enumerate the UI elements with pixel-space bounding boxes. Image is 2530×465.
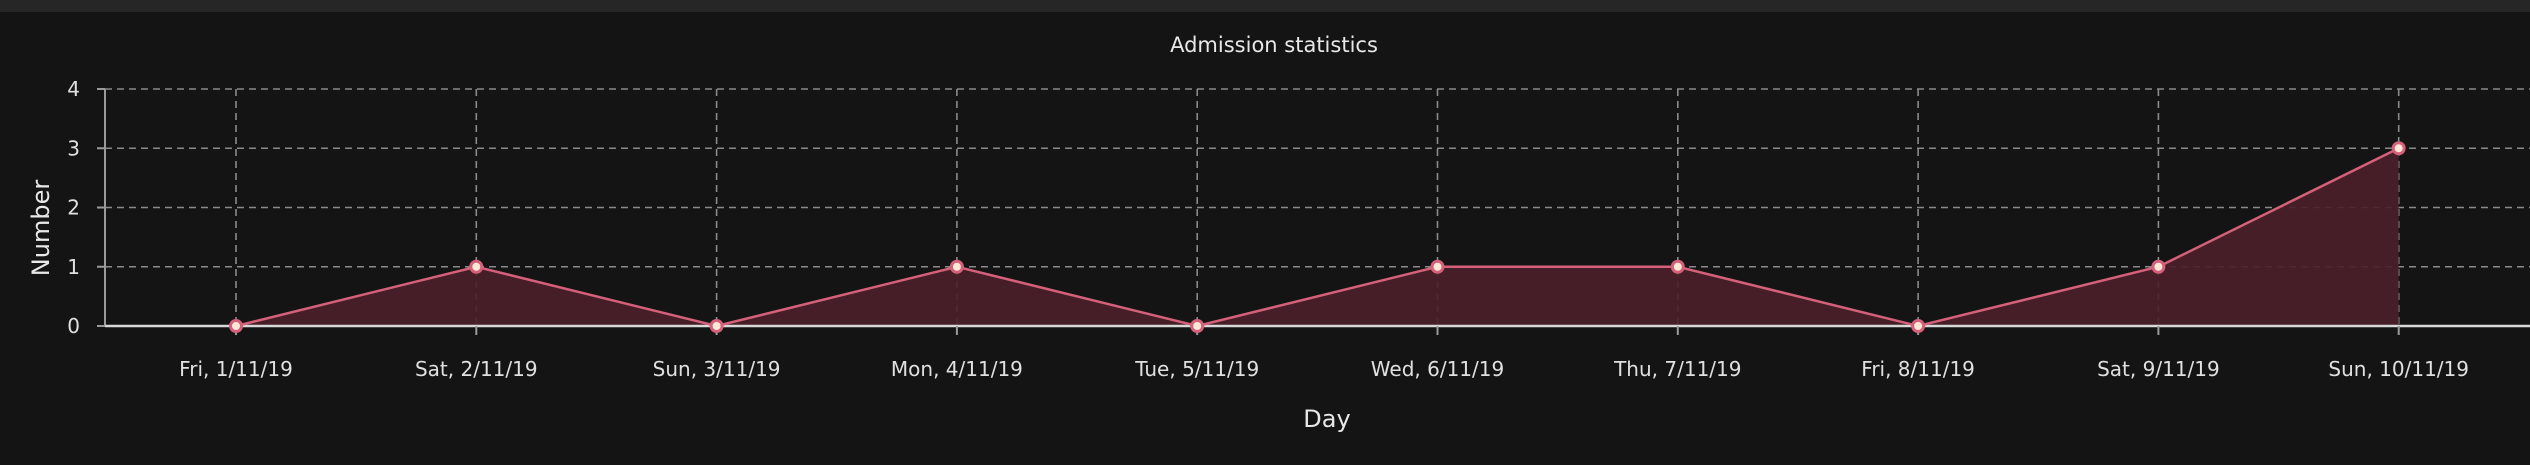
y-axis-label: Number xyxy=(27,180,55,277)
y-tick-labels: 0 1 2 3 4 xyxy=(67,77,80,338)
data-point-7 xyxy=(1670,259,1685,274)
data-point-9 xyxy=(2151,259,2166,274)
x-axis-label: Day xyxy=(1303,405,1350,433)
area-layer xyxy=(236,148,2399,326)
data-point-10 xyxy=(2391,141,2406,156)
series-line xyxy=(235,147,2400,328)
x-tick-label-10: Sun, 10/11/19 xyxy=(2328,357,2469,381)
x-tick-label-5: Tue, 5/11/19 xyxy=(1134,357,1259,381)
x-tick-label-3: Sun, 3/11/19 xyxy=(653,357,781,381)
x-tick-label-8: Fri, 8/11/19 xyxy=(1861,357,1975,381)
y-tick-label-1: 1 xyxy=(67,255,80,279)
x-tick-label-9: Sat, 9/11/19 xyxy=(2097,357,2220,381)
y-tick-label-2: 2 xyxy=(67,196,80,220)
series-area xyxy=(236,148,2399,326)
x-tick-label-6: Wed, 6/11/19 xyxy=(1371,357,1504,381)
y-tick-label-4: 4 xyxy=(67,77,80,101)
chart-container: Admission statistics 0 1 2 3 4 Fri, 1/11/19 S… xyxy=(0,12,2530,465)
line-layer xyxy=(235,147,2400,328)
data-point-8 xyxy=(1911,319,1926,333)
data-point-2 xyxy=(469,259,484,274)
data-point-6 xyxy=(1430,259,1445,274)
y-tick-label-0: 0 xyxy=(67,314,80,338)
chart-title: Admission statistics xyxy=(1170,33,1378,57)
x-tick-label-2: Sat, 2/11/19 xyxy=(415,357,538,381)
data-point-3 xyxy=(709,319,724,333)
point-layer xyxy=(229,141,2406,333)
y-tick-label-3: 3 xyxy=(67,136,80,160)
x-tick-label-1: Fri, 1/11/19 xyxy=(179,357,293,381)
axis-layer xyxy=(97,88,2530,335)
x-tick-labels: Fri, 1/11/19 Sat, 2/11/19 Sun, 3/11/19 Mon,… xyxy=(179,357,2469,381)
admission-chart: Admission statistics 0 1 2 3 4 Fri, 1/11/19 S… xyxy=(27,33,2530,433)
data-point-1 xyxy=(229,319,243,333)
window-top-bar xyxy=(0,0,2530,12)
x-tick-label-7: Thu, 7/11/19 xyxy=(1613,357,1741,381)
x-tick-label-4: Mon, 4/11/19 xyxy=(891,357,1023,381)
data-point-4 xyxy=(949,259,964,274)
data-point-5 xyxy=(1190,319,1205,333)
